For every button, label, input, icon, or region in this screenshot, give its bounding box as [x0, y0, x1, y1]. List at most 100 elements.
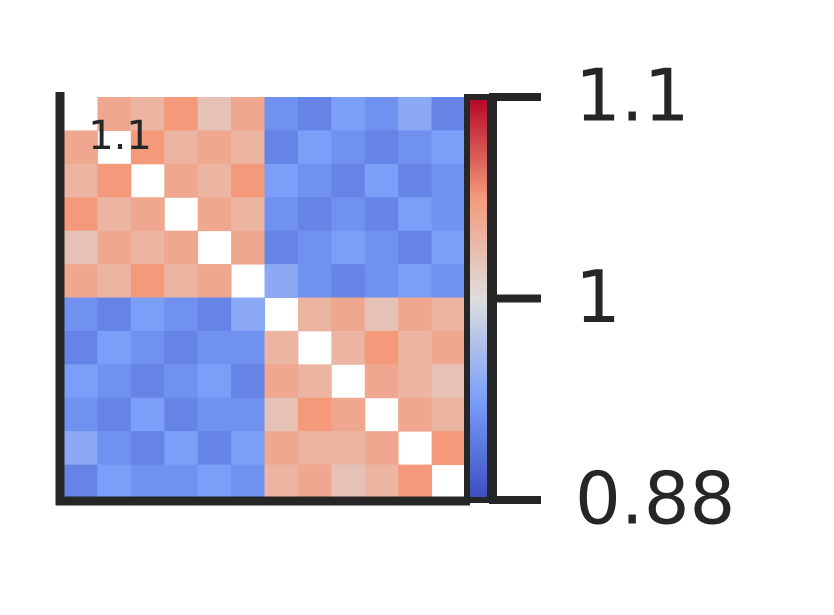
cell [231, 397, 265, 432]
cell [64, 330, 98, 365]
cell [197, 431, 232, 466]
cell [364, 431, 399, 466]
cell [97, 464, 132, 499]
cell [130, 130, 165, 165]
cell [197, 364, 232, 399]
cell [364, 364, 399, 399]
cell [197, 197, 232, 232]
colorbar [467, 97, 490, 500]
cell [398, 397, 433, 432]
cell [97, 431, 132, 466]
cell [197, 264, 232, 298]
cell [297, 97, 332, 131]
cell [130, 464, 165, 499]
cell [64, 464, 98, 499]
cell [364, 464, 399, 499]
cell [264, 230, 299, 265]
cell [264, 330, 299, 365]
cell [231, 230, 265, 265]
cell [231, 464, 265, 499]
cell [197, 297, 232, 332]
cell [364, 297, 399, 332]
cell [130, 364, 165, 399]
cell [197, 130, 232, 165]
cell [231, 297, 265, 332]
cell [297, 364, 332, 399]
annotation: 1.1 [88, 113, 152, 159]
cell [164, 364, 199, 399]
cell [398, 297, 433, 332]
cell [331, 397, 366, 432]
cell [398, 163, 433, 198]
cell [231, 431, 265, 466]
cell [331, 230, 366, 265]
cell [164, 431, 199, 466]
cell [197, 97, 232, 131]
cell [331, 97, 366, 131]
cell [431, 297, 466, 332]
cell [331, 130, 366, 165]
cell [231, 364, 265, 399]
cell [398, 230, 433, 265]
colorbar-tick-label: 0.88 [575, 457, 735, 541]
cell [297, 297, 332, 332]
cell [197, 330, 232, 365]
cell [264, 397, 299, 432]
cell [130, 397, 165, 432]
cell [97, 330, 132, 365]
cell [364, 230, 399, 265]
cell [164, 464, 199, 499]
cell [364, 163, 399, 198]
cell [364, 130, 399, 165]
cell [398, 364, 433, 399]
cell [331, 197, 366, 232]
cell [431, 330, 466, 365]
cell [398, 197, 433, 232]
cell [64, 130, 98, 165]
cell [97, 163, 132, 198]
cell [264, 264, 299, 298]
cell [64, 197, 98, 232]
cell [231, 330, 265, 365]
cell [431, 130, 466, 165]
cell [431, 163, 466, 198]
cell [97, 397, 132, 432]
heatmap [64, 97, 466, 499]
cell [331, 330, 366, 365]
cell [164, 397, 199, 432]
cell [130, 297, 165, 332]
cell [231, 163, 265, 198]
cell [431, 197, 466, 232]
cell [297, 264, 332, 298]
cell [264, 464, 299, 499]
cell [431, 364, 466, 399]
cell [264, 197, 299, 232]
cell [64, 397, 98, 432]
cell [431, 230, 466, 265]
cell [130, 431, 165, 466]
cell [97, 230, 132, 265]
cell [364, 264, 399, 298]
cell [64, 364, 98, 399]
cell [130, 264, 165, 298]
cell [297, 230, 332, 265]
cell [97, 297, 132, 332]
cell [231, 197, 265, 232]
cell [197, 464, 232, 499]
cell [297, 130, 332, 165]
cell [64, 163, 98, 198]
cell [297, 197, 332, 232]
colorbar-tick-label: 1 [575, 255, 621, 339]
cell [431, 397, 466, 432]
cell [97, 264, 132, 298]
cell [364, 97, 399, 131]
cell [398, 464, 433, 499]
cell [297, 397, 332, 432]
cell [97, 197, 132, 232]
cell [331, 297, 366, 332]
cell [197, 397, 232, 432]
cell [64, 297, 98, 332]
cell [431, 97, 466, 131]
cell [431, 264, 466, 298]
